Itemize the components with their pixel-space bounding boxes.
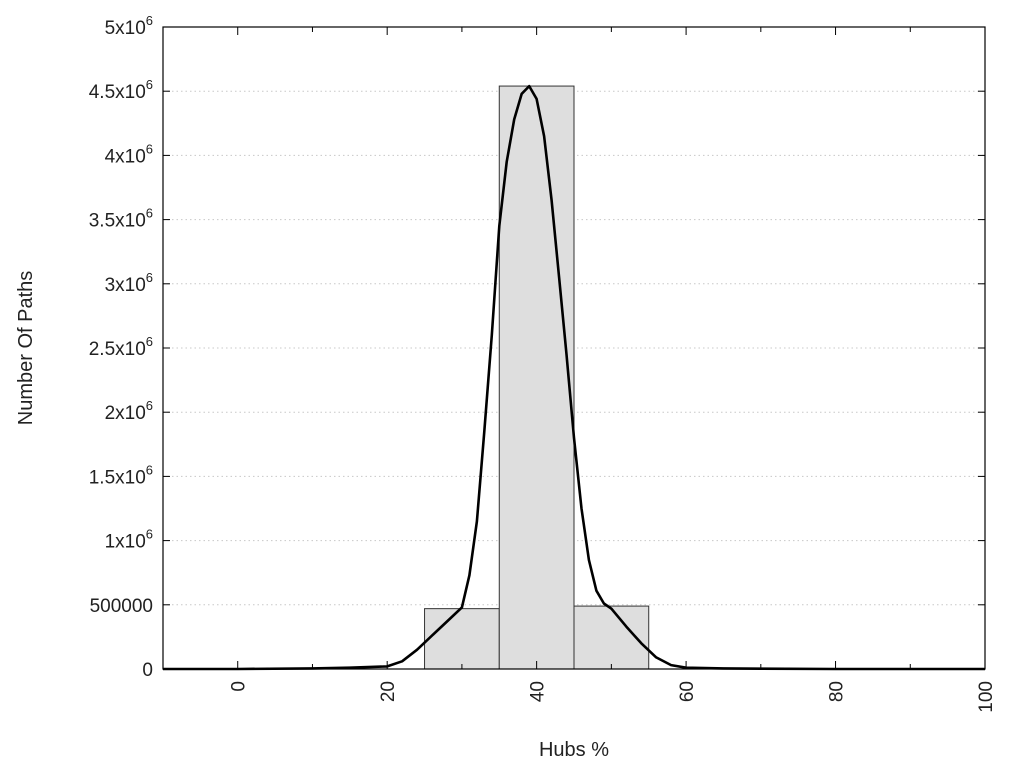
x-tick-label: 100: [976, 681, 997, 713]
x-tick-label: 20: [378, 681, 399, 702]
y-tick-label: 500000: [90, 596, 153, 617]
y-tick-label: 2.5x106: [89, 334, 153, 360]
histogram-bars: [424, 85, 650, 670]
y-tick-label: 3x106: [105, 270, 153, 296]
y-tick-label: 2x106: [105, 398, 153, 424]
x-tick-label: 80: [827, 681, 848, 702]
x-tick-labels: 0 20 40 60 80 100: [229, 681, 997, 713]
y-tick-label: 4x106: [105, 141, 153, 167]
y-tick-label: 1x106: [105, 527, 153, 553]
x-tick-label: 40: [528, 681, 549, 702]
y-tick-label: 0: [142, 660, 153, 681]
y-tick-label: 5x106: [105, 13, 153, 39]
y-tick-label: 4.5x106: [89, 77, 153, 103]
fit-curve: [163, 84, 985, 671]
histogram-bar: [498, 85, 575, 670]
x-axis-label: Hubs %: [539, 739, 609, 761]
y-tick-label: 1.5x106: [89, 462, 153, 488]
x-tick-label: 60: [677, 681, 698, 702]
axis-ticks: [163, 26, 986, 670]
histogram-bar: [424, 608, 500, 670]
y-axis-label: Number Of Paths: [15, 271, 37, 426]
y-tick-labels: 0 500000 1x106 1.5x106 2x106 2.5x106 3x106 3.5x…: [89, 13, 153, 681]
fit-curve-layer: [163, 84, 985, 671]
y-tick-label: 3.5x106: [89, 206, 153, 232]
x-tick-label: 0: [229, 681, 250, 692]
